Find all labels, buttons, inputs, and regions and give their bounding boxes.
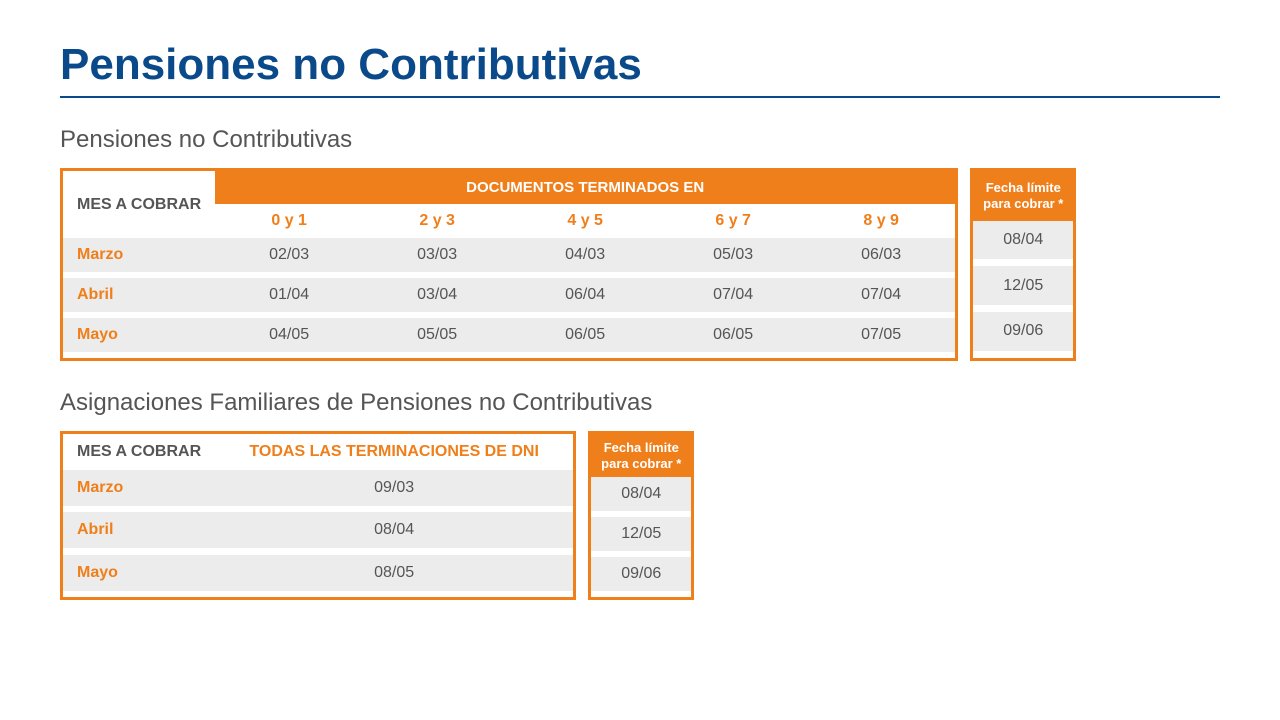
- table-row: 12/05: [590, 517, 693, 551]
- mes-cell: Marzo: [62, 470, 216, 506]
- table-row: Mayo 04/05 05/05 06/05 06/05 07/05: [62, 318, 957, 352]
- table2-main: MES A COBRAR TODAS LAS TERMINACIONES DE …: [60, 431, 576, 600]
- limit-cell: 09/06: [972, 312, 1075, 351]
- mes-cell: Marzo: [62, 238, 216, 272]
- table-row: 08/04: [972, 221, 1075, 260]
- table-row: Abril 08/04: [62, 512, 575, 548]
- table-row: Mayo 08/05: [62, 555, 575, 591]
- limit-header-l2: para cobrar *: [601, 456, 681, 471]
- data-cell: 07/05: [807, 318, 957, 352]
- limit-cell: 09/06: [590, 557, 693, 591]
- table1-mes-header: MES A COBRAR: [62, 170, 216, 239]
- limit-cell: 12/05: [590, 517, 693, 551]
- data-cell: 02/03: [215, 238, 363, 272]
- spacer-row: [972, 259, 1075, 266]
- data-cell: 08/04: [215, 512, 575, 548]
- limit-cell: 12/05: [972, 266, 1075, 305]
- data-cell: 07/04: [659, 278, 807, 312]
- data-cell: 06/03: [807, 238, 957, 272]
- section1-title: Pensiones no Contributivas: [60, 126, 1220, 154]
- data-cell: 03/03: [363, 238, 511, 272]
- mes-cell: Mayo: [62, 318, 216, 352]
- data-cell: 01/04: [215, 278, 363, 312]
- spacer-row: [972, 305, 1075, 312]
- data-cell: 06/04: [511, 278, 659, 312]
- limit-header: Fecha límitepara cobrar *: [972, 170, 1075, 221]
- page-title: Pensiones no Contributivas: [60, 40, 1220, 98]
- table-row: Marzo 09/03: [62, 470, 575, 506]
- limit-header: Fecha límitepara cobrar *: [590, 433, 693, 478]
- spacer-row: [62, 352, 957, 360]
- data-cell: 06/05: [511, 318, 659, 352]
- limit-header-l1: Fecha límite: [986, 180, 1061, 195]
- table1-main: MES A COBRAR DOCUMENTOS TERMINADOS EN 0 …: [60, 168, 958, 361]
- data-cell: 03/04: [363, 278, 511, 312]
- spacer-row: [972, 351, 1075, 360]
- section2-title: Asignaciones Familiares de Pensiones no …: [60, 389, 1220, 417]
- table2-wrap: MES A COBRAR TODAS LAS TERMINACIONES DE …: [60, 431, 1220, 600]
- data-cell: 09/03: [215, 470, 575, 506]
- spacer-row: [590, 591, 693, 599]
- mes-cell: Mayo: [62, 555, 216, 591]
- table2-all-header: TODAS LAS TERMINACIONES DE DNI: [215, 433, 575, 471]
- data-cell: 06/05: [659, 318, 807, 352]
- data-cell: 04/03: [511, 238, 659, 272]
- limit-header-l2: para cobrar *: [983, 196, 1063, 211]
- mes-cell: Abril: [62, 512, 216, 548]
- table1-subhead: 0 y 1: [215, 204, 363, 238]
- table1-limit: Fecha límitepara cobrar * 08/04 12/05 09…: [970, 168, 1076, 361]
- table1-wrap: MES A COBRAR DOCUMENTOS TERMINADOS EN 0 …: [60, 168, 1220, 361]
- table-row: 09/06: [972, 312, 1075, 351]
- data-cell: 07/04: [807, 278, 957, 312]
- table-row: 12/05: [972, 266, 1075, 305]
- table-row: 08/04: [590, 477, 693, 511]
- table1-subhead: 4 y 5: [511, 204, 659, 238]
- table1-doc-header: DOCUMENTOS TERMINADOS EN: [215, 170, 957, 205]
- data-cell: 05/05: [363, 318, 511, 352]
- mes-cell: Abril: [62, 278, 216, 312]
- table2-mes-header: MES A COBRAR: [62, 433, 216, 471]
- table-row: 09/06: [590, 557, 693, 591]
- table2-limit: Fecha límitepara cobrar * 08/04 12/05 09…: [588, 431, 694, 600]
- table-row: Marzo 02/03 03/03 04/03 05/03 06/03: [62, 238, 957, 272]
- table1-subhead: 8 y 9: [807, 204, 957, 238]
- table-row: Abril 01/04 03/04 06/04 07/04 07/04: [62, 278, 957, 312]
- table1-subhead: 2 y 3: [363, 204, 511, 238]
- table1-subhead: 6 y 7: [659, 204, 807, 238]
- limit-cell: 08/04: [972, 221, 1075, 260]
- data-cell: 04/05: [215, 318, 363, 352]
- data-cell: 05/03: [659, 238, 807, 272]
- limit-header-l1: Fecha límite: [604, 440, 679, 455]
- spacer-row: [62, 591, 575, 599]
- data-cell: 08/05: [215, 555, 575, 591]
- limit-cell: 08/04: [590, 477, 693, 511]
